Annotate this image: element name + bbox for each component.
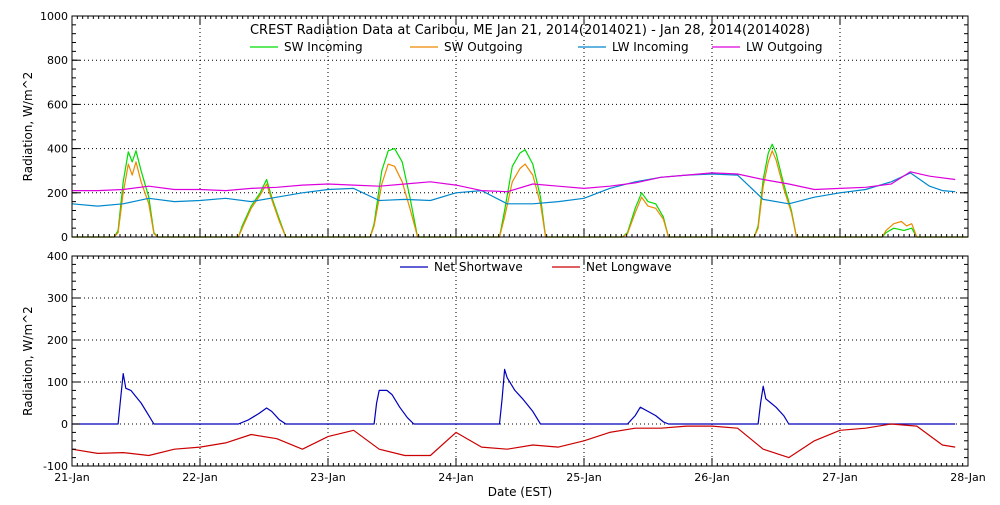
y-tick-label: 400 xyxy=(47,143,68,156)
y-tick-label: 200 xyxy=(47,334,68,347)
legend-label: SW Incoming xyxy=(284,40,363,54)
series-layer xyxy=(71,46,968,459)
legend-label: SW Outgoing xyxy=(444,40,523,54)
x-tick-label: 27-Jan xyxy=(822,471,858,484)
y-tick-label: 1000 xyxy=(40,10,68,23)
frame-layer xyxy=(71,15,969,467)
series-line-lw-incoming xyxy=(71,172,956,207)
y-tick-label: 800 xyxy=(47,54,68,67)
x-tick-label: 24-Jan xyxy=(438,471,474,484)
y-tick-label: 300 xyxy=(47,292,68,305)
x-tick-label: 28-Jan xyxy=(950,471,986,484)
y-tick-label: 0 xyxy=(61,231,68,244)
legend-label: LW Outgoing xyxy=(746,40,823,54)
legend-label: Net Shortwave xyxy=(434,260,523,274)
plot-frame xyxy=(71,255,969,467)
x-tick-label: 23-Jan xyxy=(310,471,346,484)
series-line-lw-outgoing xyxy=(72,171,956,193)
x-tick-label: 26-Jan xyxy=(694,471,730,484)
y-tick-label: 100 xyxy=(47,376,68,389)
y-tick-label: 600 xyxy=(47,98,68,111)
y-tick-label: 0 xyxy=(61,418,68,431)
tick-layer xyxy=(71,15,969,467)
series-line-net-longwave xyxy=(71,423,956,459)
y-tick-label: 400 xyxy=(47,250,68,263)
x-tick-label: 22-Jan xyxy=(182,471,218,484)
y-axis-label: Radiation, W/m^2 xyxy=(21,306,35,416)
x-tick-label: 21-Jan xyxy=(54,471,90,484)
legend-label: Net Longwave xyxy=(586,260,672,274)
series-line-net-shortwave xyxy=(72,368,956,425)
x-axis-label: Date (EST) xyxy=(488,485,552,499)
grid-layer xyxy=(72,16,968,466)
y-tick-label: -100 xyxy=(43,460,68,473)
y-axis-label: Radiation, W/m^2 xyxy=(21,72,35,182)
x-tick-label: 25-Jan xyxy=(566,471,602,484)
series-line-sw-incoming xyxy=(72,143,968,238)
legend-label: LW Incoming xyxy=(612,40,689,54)
y-tick-label: 200 xyxy=(47,187,68,200)
chart-title: CREST Radiation Data at Caribou, ME Jan … xyxy=(250,23,810,38)
